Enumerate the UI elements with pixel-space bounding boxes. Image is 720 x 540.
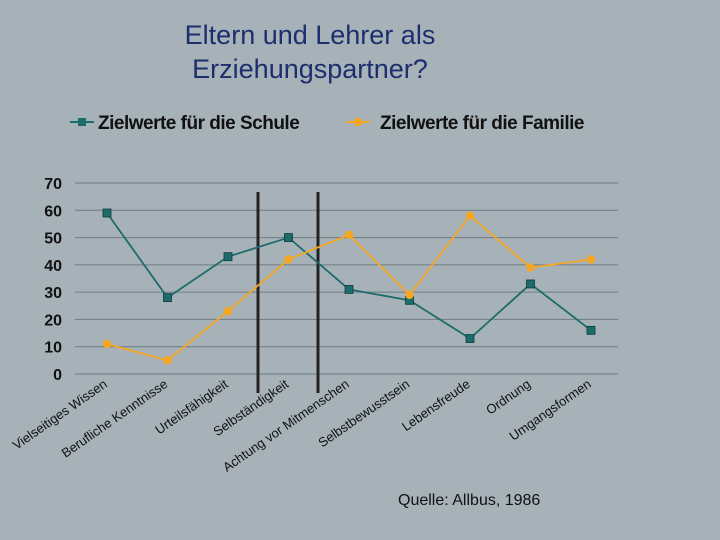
data-point-circle	[163, 356, 172, 365]
data-point-square	[344, 285, 354, 294]
data-point-circle	[284, 255, 293, 264]
data-point-circle	[465, 211, 475, 220]
y-tick-label: 0	[53, 367, 62, 384]
source-note: Quelle: Allbus, 1986	[398, 492, 541, 509]
data-point-square	[284, 233, 293, 242]
y-tick-label: 30	[44, 285, 62, 302]
data-point-circle	[586, 255, 596, 264]
y-tick-label: 20	[44, 312, 62, 329]
y-tick-label: 40	[44, 258, 62, 275]
title-line-1: Eltern und Lehrer als	[184, 20, 436, 50]
x-category-label: Ordnung	[483, 376, 533, 417]
data-point-square	[586, 325, 596, 335]
data-point-square	[526, 279, 535, 289]
data-point-circle	[526, 263, 535, 272]
y-tick-label: 70	[44, 176, 62, 193]
data-point-square	[465, 334, 475, 343]
data-point-square	[102, 208, 112, 218]
y-tick-label: 50	[44, 231, 62, 248]
x-category-label: Lebensfreude	[399, 376, 473, 434]
series-markers	[102, 208, 596, 365]
legend-label: Zielwerte für die Familie	[380, 113, 584, 134]
legend-label: Zielwerte für die Schule	[98, 113, 299, 134]
chart-legend: Zielwerte für die Schule Zielwerte für di…	[70, 113, 584, 134]
y-tick-label: 60	[44, 203, 62, 220]
data-point-circle	[344, 230, 354, 240]
data-point-circle	[102, 339, 112, 349]
y-axis-tick-labels: 70 60 50 40 30 20 10 0	[44, 176, 62, 384]
slide-title: Eltern und Lehrer als Erziehungspartner?	[100, 18, 520, 86]
data-point-circle	[223, 307, 233, 316]
data-point-circle	[405, 290, 414, 300]
gridlines	[75, 182, 618, 375]
legend-marker-square	[78, 118, 86, 126]
y-tick-label: 10	[44, 340, 62, 357]
data-point-square	[163, 293, 172, 303]
data-point-square	[223, 252, 233, 262]
separator-lines	[256, 192, 320, 393]
title-line-2: Erziehungspartner?	[192, 54, 428, 84]
legend-marker-circle	[353, 117, 363, 127]
x-category-label: Berufliche Kenntnisse	[59, 376, 171, 460]
